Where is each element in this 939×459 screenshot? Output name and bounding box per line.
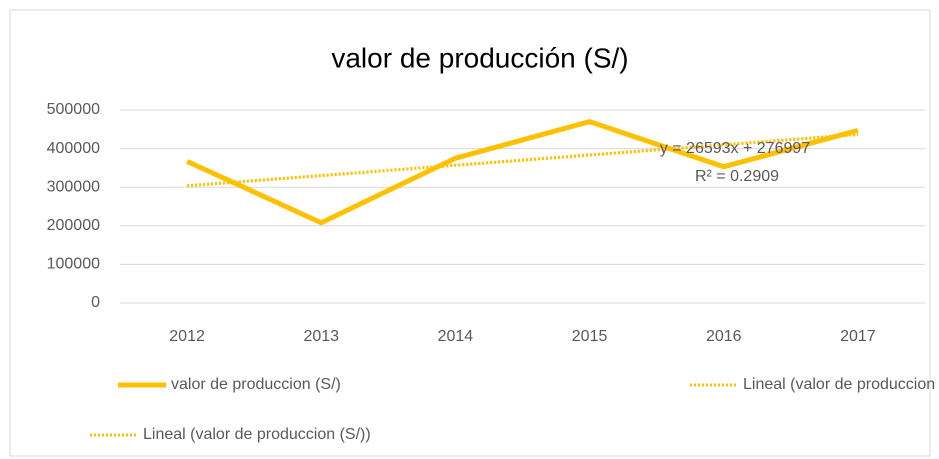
y-tick-label: 500000 — [47, 101, 100, 118]
chart-border — [9, 9, 931, 457]
y-tick-label: 200000 — [47, 217, 100, 234]
chart-title: valor de producción (S/) — [331, 42, 628, 73]
y-tick-label: 0 — [91, 294, 100, 311]
y-tick-label: 100000 — [47, 256, 100, 273]
x-tick-label: 2014 — [438, 328, 474, 345]
legend-label: valor de produccion (S/) — [171, 376, 341, 393]
y-tick-label: 400000 — [47, 140, 100, 157]
annotation: y = 26593x + 276997 — [660, 140, 810, 157]
trend-line — [186, 132, 859, 188]
x-tick-label: 2012 — [169, 328, 205, 345]
annotation: R² = 0.2909 — [695, 168, 779, 185]
y-tick-label: 300000 — [47, 178, 100, 195]
legend-label: Lineal (valor de produccion (S/)) — [143, 426, 371, 443]
x-tick-label: 2017 — [840, 328, 876, 345]
x-tick-label: 2013 — [303, 328, 339, 345]
x-tick-label: 2015 — [572, 328, 608, 345]
legend-label: Lineal (valor de produccion (S/)) — [743, 376, 939, 393]
x-tick-label: 2016 — [706, 328, 742, 345]
series-line — [186, 118, 859, 226]
